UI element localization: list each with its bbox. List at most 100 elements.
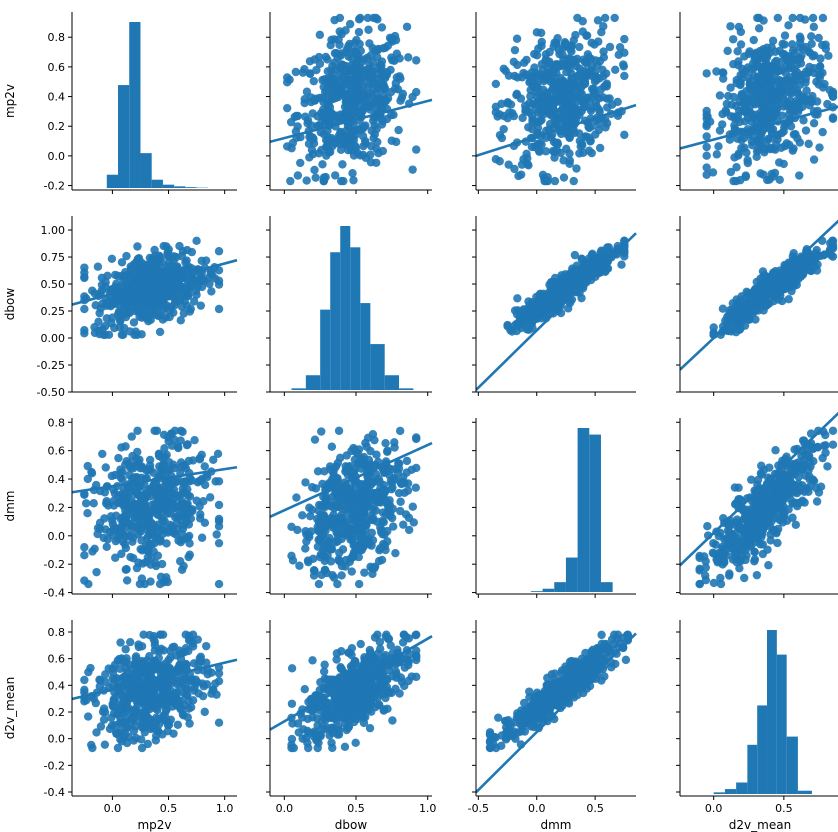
scatter-point xyxy=(773,538,782,548)
scatter-point xyxy=(381,438,390,448)
scatter-point xyxy=(286,117,296,127)
scatter-point xyxy=(378,508,388,517)
scatter-point xyxy=(559,173,569,182)
scatter-point xyxy=(102,298,111,308)
scatter-point xyxy=(767,113,777,123)
scatter-point xyxy=(371,158,381,167)
scatter-point xyxy=(199,497,208,506)
scatter-point xyxy=(143,506,153,516)
scatter-point xyxy=(530,314,540,324)
scatter-point xyxy=(111,553,120,562)
scatter-point xyxy=(330,514,339,524)
scatter-point xyxy=(552,284,561,294)
scatter-point xyxy=(504,160,513,169)
scatter-point xyxy=(784,505,793,514)
scatter-point xyxy=(575,149,584,158)
scatter-point xyxy=(752,147,762,156)
scatter-point xyxy=(719,557,729,566)
scatter-point xyxy=(122,251,131,261)
scatter-point xyxy=(403,479,413,488)
scatter-point xyxy=(305,503,314,512)
scatter-point xyxy=(564,277,574,287)
scatter-point xyxy=(757,461,766,470)
scatter-point xyxy=(702,142,711,152)
scatter-point xyxy=(129,499,139,508)
scatter-point xyxy=(369,502,378,511)
scatter-point xyxy=(383,446,392,455)
histogram-bar xyxy=(330,252,341,390)
scatter-point xyxy=(322,107,331,117)
scatter-point xyxy=(201,256,211,265)
y-tick-label: 0.8 xyxy=(48,31,66,44)
scatter-point xyxy=(526,300,535,310)
scatter-point xyxy=(602,119,612,128)
scatter-point xyxy=(567,74,577,83)
scatter-point xyxy=(283,103,292,113)
scatter-point xyxy=(749,287,758,296)
y-tick-label: 0.4 xyxy=(48,91,66,104)
scatter-point xyxy=(318,529,327,538)
scatter-point xyxy=(192,236,201,246)
scatter-point xyxy=(785,96,795,105)
scatter-point xyxy=(117,549,126,559)
scatter-point xyxy=(562,67,571,77)
scatter-point xyxy=(714,142,723,151)
scatter-point xyxy=(149,547,158,556)
regression-line xyxy=(270,441,433,518)
scatter-point xyxy=(101,278,110,287)
scatter-point xyxy=(326,557,336,566)
scatter-point xyxy=(784,21,793,30)
scatter-point xyxy=(206,493,215,502)
scatter-point xyxy=(80,273,89,283)
scatter-point xyxy=(788,499,797,508)
scatter-point xyxy=(597,28,606,37)
scatter-point xyxy=(364,536,373,545)
panel-mp2v-vs-dmm xyxy=(472,12,637,194)
scatter-point xyxy=(725,135,735,144)
scatter-point xyxy=(516,94,526,103)
scatter-point xyxy=(322,568,331,578)
scatter-point xyxy=(371,100,380,110)
scatter-point xyxy=(758,505,767,514)
scatter-point xyxy=(80,304,89,314)
scatter-point xyxy=(784,294,793,304)
scatter-point xyxy=(761,103,770,113)
y-tick-label: 0.00 xyxy=(41,332,66,345)
scatter-point xyxy=(360,502,370,512)
scatter-point xyxy=(165,520,175,530)
scatter-point xyxy=(311,484,321,493)
scatter-point xyxy=(756,131,765,140)
scatter-point xyxy=(119,485,129,494)
scatter-point xyxy=(797,497,806,507)
scatter-point xyxy=(316,510,326,520)
scatter-point xyxy=(99,533,108,543)
scatter-point xyxy=(335,548,344,557)
scatter-point xyxy=(327,475,337,484)
scatter-point xyxy=(749,35,758,45)
scatter-point xyxy=(207,287,216,296)
scatter-point xyxy=(308,554,318,563)
scatter-point xyxy=(580,57,590,67)
scatter-point xyxy=(740,525,749,534)
scatter-point xyxy=(510,45,520,55)
scatter-point xyxy=(775,46,785,56)
scatter-point xyxy=(368,43,377,53)
scatter-point xyxy=(587,38,596,48)
scatter-point xyxy=(796,80,805,89)
scatter-point xyxy=(534,146,544,155)
scatter-point xyxy=(183,440,192,449)
scatter-point xyxy=(388,522,398,531)
scatter-point xyxy=(715,126,725,135)
scatter-point xyxy=(782,452,791,461)
scatter-point xyxy=(743,113,753,122)
scatter-point xyxy=(572,164,581,173)
scatter-point xyxy=(383,537,392,546)
scatter-point xyxy=(701,575,711,585)
histogram-bar xyxy=(162,184,175,188)
scatter-point xyxy=(773,288,782,298)
scatter-point xyxy=(522,55,531,65)
scatter-point xyxy=(117,330,127,339)
scatter-point xyxy=(613,111,623,120)
scatter-point xyxy=(769,172,778,181)
scatter-point xyxy=(359,150,368,160)
